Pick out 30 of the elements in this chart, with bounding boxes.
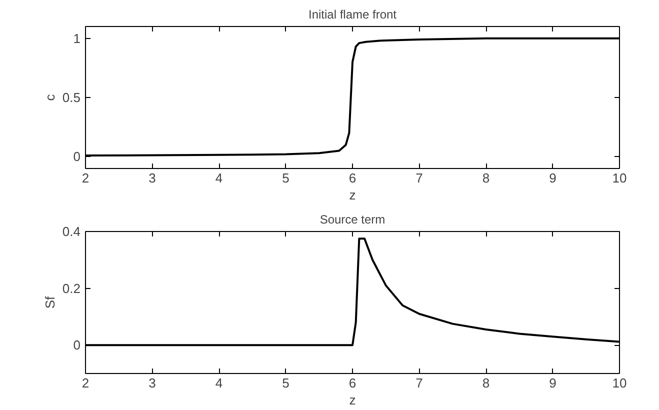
x-tick-label: 8 bbox=[482, 170, 490, 186]
x-tick-label: 5 bbox=[282, 376, 290, 390]
x-tick-label: 7 bbox=[416, 170, 423, 186]
x-tick-label: 4 bbox=[215, 170, 223, 186]
x-tick-label: 3 bbox=[148, 376, 156, 390]
x-tick-label: 8 bbox=[482, 376, 490, 390]
y-tick-label: 0.2 bbox=[62, 280, 81, 296]
x-tick-label: 4 bbox=[215, 376, 223, 390]
y-axis-title: c bbox=[42, 94, 58, 101]
x-tick-label: 7 bbox=[416, 376, 423, 390]
chart-title: Source term bbox=[320, 212, 386, 226]
x-axis-title: z bbox=[349, 188, 356, 202]
y-tick-label: 0.5 bbox=[62, 90, 81, 105]
chart-title: Initial flame front bbox=[308, 8, 398, 22]
y-axis-title: Sf bbox=[42, 296, 58, 309]
x-tick-label: 6 bbox=[348, 376, 356, 390]
x-tick-label: 3 bbox=[148, 170, 156, 186]
x-tick-label: 10 bbox=[612, 376, 627, 390]
x-tick-label: 2 bbox=[82, 376, 90, 390]
x-tick-label: 6 bbox=[348, 170, 356, 186]
x-tick-label: 9 bbox=[549, 170, 556, 186]
x-tick-label: 10 bbox=[612, 170, 627, 186]
x-tick-label: 9 bbox=[549, 376, 556, 390]
x-axis-title: z bbox=[349, 392, 356, 408]
x-tick-label: 2 bbox=[82, 170, 90, 186]
y-tick-label: 0 bbox=[73, 149, 81, 164]
y-tick-label: 0 bbox=[73, 338, 81, 353]
y-tick-label: 0.4 bbox=[62, 224, 81, 239]
y-tick-label: 1 bbox=[73, 30, 81, 46]
x-tick-label: 5 bbox=[282, 170, 290, 186]
